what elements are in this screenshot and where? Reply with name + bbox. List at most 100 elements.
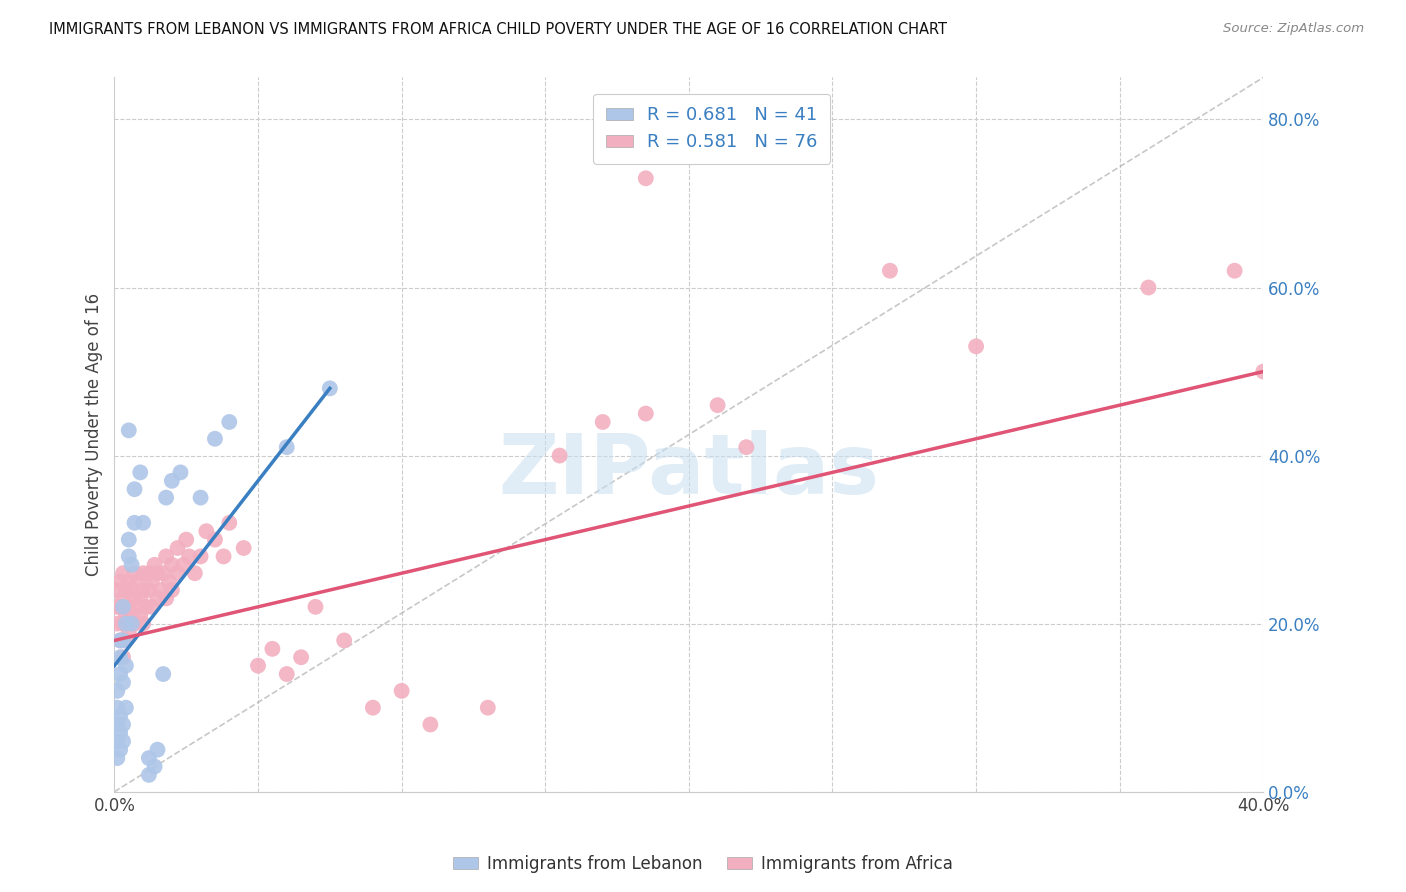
Point <box>169 466 191 480</box>
Point <box>118 599 141 614</box>
Point <box>138 751 160 765</box>
Point <box>143 759 166 773</box>
Point <box>212 549 235 564</box>
Point <box>105 616 128 631</box>
Point <box>304 599 326 614</box>
Point <box>105 751 128 765</box>
Legend: R = 0.681   N = 41, R = 0.581   N = 76: R = 0.681 N = 41, R = 0.581 N = 76 <box>593 94 831 164</box>
Point <box>112 734 135 748</box>
Point <box>124 482 146 496</box>
Text: IMMIGRANTS FROM LEBANON VS IMMIGRANTS FROM AFRICA CHILD POVERTY UNDER THE AGE OF: IMMIGRANTS FROM LEBANON VS IMMIGRANTS FR… <box>49 22 948 37</box>
Point <box>105 734 128 748</box>
Point <box>157 574 180 589</box>
Point <box>135 599 157 614</box>
Point <box>127 599 149 614</box>
Point <box>1137 280 1160 294</box>
Point <box>160 558 183 572</box>
Point <box>319 381 342 395</box>
Point <box>204 533 226 547</box>
Point <box>174 533 197 547</box>
Point <box>419 717 441 731</box>
Point <box>333 633 356 648</box>
Point <box>115 700 138 714</box>
Point <box>115 616 138 631</box>
Point <box>190 491 212 505</box>
Point <box>276 440 298 454</box>
Point <box>634 407 657 421</box>
Point <box>152 566 174 581</box>
Point <box>124 566 146 581</box>
Point <box>105 684 128 698</box>
Point <box>115 633 138 648</box>
Point <box>115 582 138 597</box>
Point <box>190 549 212 564</box>
Point <box>105 700 128 714</box>
Text: Source: ZipAtlas.com: Source: ZipAtlas.com <box>1223 22 1364 36</box>
Point <box>247 658 270 673</box>
Point <box>118 423 141 437</box>
Point <box>124 516 146 530</box>
Point <box>118 549 141 564</box>
Point <box>112 650 135 665</box>
Legend: Immigrants from Lebanon, Immigrants from Africa: Immigrants from Lebanon, Immigrants from… <box>447 848 959 880</box>
Point <box>166 566 188 581</box>
Point <box>129 466 152 480</box>
Point <box>121 608 143 623</box>
Point <box>112 633 135 648</box>
Point <box>160 474 183 488</box>
Point <box>118 533 141 547</box>
Point <box>138 582 160 597</box>
Point <box>1223 263 1246 277</box>
Point <box>121 582 143 597</box>
Point <box>129 608 152 623</box>
Point <box>195 524 218 539</box>
Point <box>155 549 177 564</box>
Point <box>112 566 135 581</box>
Point <box>634 171 657 186</box>
Point <box>146 742 169 756</box>
Point <box>262 641 284 656</box>
Point <box>121 558 143 572</box>
Point <box>132 566 155 581</box>
Point <box>118 625 141 640</box>
Point <box>155 591 177 606</box>
Point <box>127 574 149 589</box>
Point <box>146 566 169 581</box>
Text: ZIPatlas: ZIPatlas <box>498 430 879 511</box>
Point <box>112 675 135 690</box>
Point <box>149 582 172 597</box>
Point <box>115 658 138 673</box>
Point <box>108 633 131 648</box>
Point <box>477 700 499 714</box>
Point <box>592 415 614 429</box>
Point <box>160 582 183 597</box>
Point <box>132 582 155 597</box>
Point <box>108 574 131 589</box>
Point <box>548 449 571 463</box>
Point <box>112 599 135 614</box>
Point <box>112 591 135 606</box>
Point <box>108 650 131 665</box>
Point <box>124 616 146 631</box>
Point <box>112 717 135 731</box>
Point <box>108 599 131 614</box>
Point <box>108 742 131 756</box>
Point <box>108 633 131 648</box>
Point <box>184 566 207 581</box>
Point <box>118 574 141 589</box>
Point <box>218 516 240 530</box>
Point <box>218 415 240 429</box>
Point <box>105 717 128 731</box>
Point <box>105 599 128 614</box>
Point <box>108 726 131 740</box>
Point <box>965 339 987 353</box>
Point <box>152 667 174 681</box>
Y-axis label: Child Poverty Under the Age of 16: Child Poverty Under the Age of 16 <box>86 293 103 576</box>
Point <box>141 574 163 589</box>
Point <box>391 684 413 698</box>
Point <box>138 566 160 581</box>
Point <box>735 440 758 454</box>
Point <box>141 599 163 614</box>
Point <box>132 516 155 530</box>
Point <box>290 650 312 665</box>
